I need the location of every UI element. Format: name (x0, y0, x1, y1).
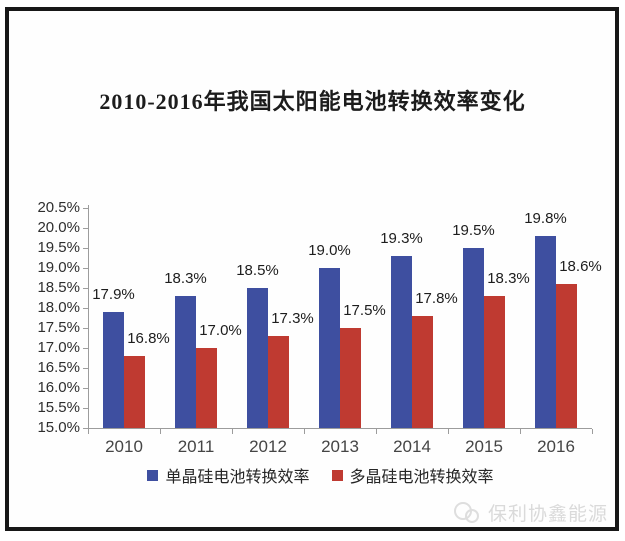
y-axis-tick-label: 18.5% (37, 279, 80, 296)
legend-item-poly: 多晶硅电池转换效率 (331, 463, 494, 487)
bar (556, 284, 577, 428)
x-axis-year-label: 2016 (537, 437, 575, 456)
y-axis-tick (83, 408, 88, 409)
y-axis-tick (83, 288, 88, 289)
bar-value-label: 19.3% (380, 230, 423, 247)
bar (103, 312, 124, 428)
bar (247, 288, 268, 428)
x-axis-year-label: 2013 (321, 437, 359, 456)
y-axis-tick (83, 388, 88, 389)
x-axis-tick (520, 429, 521, 434)
x-axis-tick (304, 429, 305, 434)
y-axis-tick-label: 19.0% (37, 259, 80, 276)
y-axis-tick-label: 15.0% (37, 419, 80, 436)
y-axis-tick-label: 18.0% (37, 299, 80, 316)
x-axis-line (88, 428, 592, 429)
y-axis-tick (83, 348, 88, 349)
bar-value-label: 17.8% (415, 290, 458, 307)
y-axis-tick (83, 248, 88, 249)
bar (319, 268, 340, 428)
bar-value-label: 17.0% (199, 322, 242, 339)
y-axis-tick (83, 268, 88, 269)
legend-swatch-mono-icon (147, 469, 159, 481)
legend-label-poly: 多晶硅电池转换效率 (349, 469, 494, 486)
bar-value-label: 18.5% (236, 262, 279, 279)
legend-swatch-poly-icon (331, 469, 343, 481)
bar (340, 328, 361, 428)
legend-item-mono: 单晶硅电池转换效率 (147, 463, 310, 487)
y-axis-tick-label: 16.5% (37, 359, 80, 376)
bar-value-label: 19.5% (452, 222, 495, 239)
y-axis-tick (83, 308, 88, 309)
x-axis-year-label: 2012 (249, 437, 287, 456)
bar-value-label: 17.5% (343, 302, 386, 319)
y-axis-tick-label: 20.0% (37, 219, 80, 236)
y-axis-tick-label: 19.5% (37, 239, 80, 256)
page-title: 2010-2016年我国太阳能电池转换效率变化 (99, 89, 526, 114)
x-axis-tick (232, 429, 233, 434)
bar (196, 348, 217, 428)
y-axis-tick (83, 328, 88, 329)
x-axis-year-label: 2015 (465, 437, 503, 456)
legend-label-mono: 单晶硅电池转换效率 (165, 469, 310, 486)
y-axis-tick-label: 15.5% (37, 399, 80, 416)
bar (463, 248, 484, 428)
bar-value-label: 16.8% (127, 330, 170, 347)
overlapping-circles-logo-icon (453, 501, 483, 525)
bar (484, 296, 505, 428)
y-axis-tick (83, 228, 88, 229)
x-axis-year-label: 2010 (105, 437, 143, 456)
bar-value-label: 18.3% (164, 270, 207, 287)
x-axis-tick (592, 429, 593, 434)
y-axis-line (88, 205, 89, 429)
bar (535, 236, 556, 428)
photo-border-frame (5, 7, 619, 531)
bar-value-label: 18.3% (487, 270, 530, 287)
x-axis-tick (448, 429, 449, 434)
y-axis-tick (83, 428, 88, 429)
bar (412, 316, 433, 428)
bar-value-label: 19.8% (524, 210, 567, 227)
watermark-text: 保利协鑫能源 (487, 504, 608, 525)
bar (391, 256, 412, 428)
bar (175, 296, 196, 428)
x-axis-tick (88, 429, 89, 434)
y-axis-tick-label: 17.5% (37, 319, 80, 336)
y-axis-tick-label: 16.0% (37, 379, 80, 396)
bar (124, 356, 145, 428)
bar-value-label: 17.3% (271, 310, 314, 327)
y-axis-tick (83, 208, 88, 209)
bar (268, 336, 289, 428)
watermark: 保利协鑫能源 (453, 499, 608, 526)
bar-value-label: 18.6% (559, 258, 602, 275)
bar-value-label: 17.9% (92, 286, 135, 303)
legend: 单晶硅电池转换效率 多晶硅电池转换效率 (68, 463, 573, 487)
y-axis-tick-label: 20.5% (37, 199, 80, 216)
y-axis-tick-label: 17.0% (37, 339, 80, 356)
y-axis-tick (83, 368, 88, 369)
x-axis-year-label: 2011 (177, 437, 215, 456)
bar-value-label: 19.0% (308, 242, 351, 259)
x-axis-year-label: 2014 (393, 437, 431, 456)
x-axis-tick (376, 429, 377, 434)
x-axis-tick (160, 429, 161, 434)
